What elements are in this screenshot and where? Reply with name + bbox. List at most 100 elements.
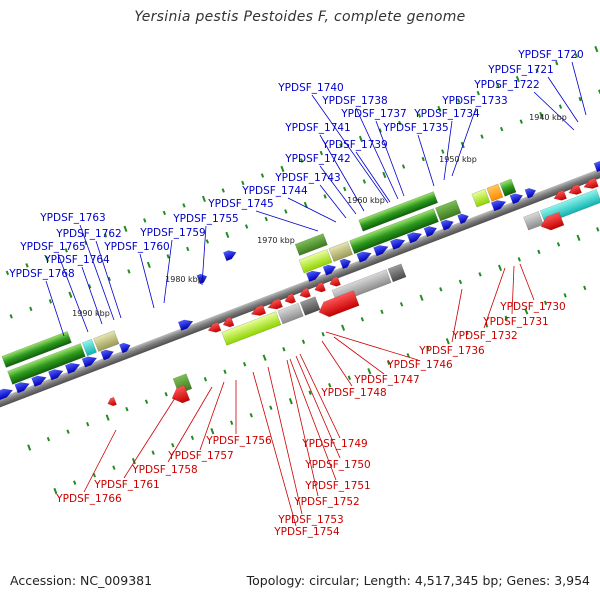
- forward-gene-label[interactable]: YPDSF_1735: [382, 122, 449, 134]
- reverse-gene-label[interactable]: YPDSF_1756: [205, 435, 272, 447]
- reverse-gene-label[interactable]: YPDSF_1758: [131, 464, 198, 476]
- forward-gene-label[interactable]: YPDSF_1742: [284, 153, 351, 165]
- reverse-gene-label[interactable]: YPDSF_1751: [304, 480, 371, 492]
- tick-mark: [308, 390, 312, 395]
- forward-gene-label[interactable]: YPDSF_1738: [321, 95, 388, 107]
- tick-mark: [362, 179, 366, 184]
- forward-gene-arrow: [0, 388, 14, 405]
- tick-mark: [555, 60, 559, 66]
- forward-leader-line: [355, 151, 391, 203]
- forward-gene-label[interactable]: YPDSF_1745: [207, 198, 274, 210]
- forward-leader-line: [451, 107, 477, 177]
- forward-gene-label[interactable]: YPDSF_1760: [103, 241, 170, 253]
- tick-mark: [182, 203, 186, 208]
- reverse-leader-line: [199, 381, 225, 451]
- tick-mark: [260, 173, 265, 178]
- gene-labels: YPDSF_1720 YPDSF_1721 YPDSF_1722 YPDSF_1733…: [8, 49, 584, 538]
- reverse-gene-arrow: [207, 321, 222, 333]
- reverse-gene-label[interactable]: YPDSF_1757: [167, 450, 234, 462]
- forward-leader-line: [547, 76, 579, 123]
- forward-gene-arrow: [31, 375, 47, 387]
- forward-gene-label[interactable]: YPDSF_1740: [277, 82, 344, 94]
- forward-gene-label[interactable]: YPDSF_1744: [241, 185, 308, 197]
- forward-gene-arrow: [100, 349, 114, 361]
- reverse-gene-label[interactable]: YPDSF_1746: [386, 359, 453, 371]
- tick-mark: [162, 210, 167, 216]
- forward-leader-line: [95, 240, 122, 319]
- tick-mark: [558, 104, 563, 109]
- forward-gene-label[interactable]: YPDSF_1737: [340, 108, 407, 120]
- reverse-gene-label[interactable]: YPDSF_1731: [482, 316, 549, 328]
- tick-mark: [504, 315, 508, 321]
- tick-mark: [399, 302, 404, 307]
- reverse-gene-label[interactable]: YPDSF_1766: [55, 493, 122, 505]
- tick-mark: [543, 300, 548, 306]
- tick-mark: [284, 209, 288, 214]
- reverse-leader-line: [295, 355, 341, 459]
- tick-mark: [146, 261, 151, 269]
- forward-gene-label[interactable]: YPDSF_1764: [43, 254, 110, 266]
- reverse-leader-line: [519, 263, 535, 301]
- reverse-gene-arrow: [250, 304, 267, 316]
- forward-gene-label[interactable]: YPDSF_1763: [39, 212, 106, 224]
- scale-label: 1980 kbp: [165, 275, 203, 284]
- tick-mark: [171, 442, 175, 448]
- reverse-gene-label[interactable]: YPDSF_1761: [93, 479, 160, 491]
- reverse-gene-label[interactable]: YPDSF_1747: [353, 374, 420, 386]
- forward-gene-label[interactable]: YPDSF_1743: [274, 172, 341, 184]
- reverse-gene-label[interactable]: YPDSF_1748: [320, 387, 387, 399]
- tick-mark: [73, 480, 77, 485]
- tick-mark: [519, 119, 523, 124]
- forward-gene-arrow: [64, 362, 81, 375]
- reverse-gene-label[interactable]: YPDSF_1754: [273, 526, 340, 538]
- tick-mark: [498, 264, 503, 271]
- reverse-gene-label[interactable]: YPDSF_1732: [451, 330, 518, 342]
- forward-gene-label[interactable]: YPDSF_1734: [413, 108, 480, 120]
- forward-gene-label[interactable]: YPDSF_1739: [321, 139, 388, 151]
- forward-gene-label[interactable]: YPDSF_1722: [473, 79, 540, 91]
- reverse-gene-label[interactable]: YPDSF_1753: [277, 514, 344, 526]
- gene-feature-box: [499, 178, 517, 197]
- tick-mark: [594, 45, 599, 53]
- forward-gene-label[interactable]: YPDSF_1755: [172, 213, 239, 225]
- reverse-gene-label[interactable]: YPDSF_1730: [499, 301, 566, 313]
- forward-leader-line: [319, 165, 357, 215]
- forward-leader-line: [375, 120, 405, 197]
- tick-mark: [123, 225, 128, 233]
- tick-mark: [439, 287, 443, 292]
- tick-mark: [164, 391, 168, 397]
- gene-feature-box: [435, 199, 462, 222]
- forward-gene-label[interactable]: YPDSF_1720: [517, 49, 584, 61]
- forward-gene-arrow: [177, 319, 194, 331]
- tick-mark: [125, 406, 129, 412]
- reverse-gene-label[interactable]: YPDSF_1749: [301, 438, 368, 450]
- tick-mark: [517, 257, 521, 262]
- forward-gene-label[interactable]: YPDSF_1721: [487, 64, 554, 76]
- tick-mark: [419, 294, 424, 301]
- forward-gene-label[interactable]: YPDSF_1765: [19, 241, 86, 253]
- reverse-gene-label[interactable]: YPDSF_1750: [304, 459, 371, 471]
- forward-leader-line: [533, 91, 575, 131]
- reverse-gene-label[interactable]: YPDSF_1736: [418, 345, 485, 357]
- forward-gene-label[interactable]: YPDSF_1741: [284, 122, 351, 134]
- reverse-leader-line: [123, 397, 176, 479]
- forward-gene-label[interactable]: YPDSF_1759: [139, 227, 206, 239]
- tick-mark: [280, 165, 285, 173]
- tick-mark: [223, 369, 227, 374]
- tick-mark: [323, 194, 327, 199]
- tick-mark: [515, 75, 520, 83]
- reverse-leader-line: [286, 359, 319, 497]
- reverse-gene-label[interactable]: YPDSF_1752: [293, 496, 360, 508]
- tick-mark: [339, 143, 343, 148]
- scale-label: 1960 kbp: [347, 196, 385, 205]
- forward-gene-label[interactable]: YPDSF_1768: [8, 268, 75, 280]
- tick-mark: [321, 332, 325, 337]
- tick-mark: [68, 291, 73, 298]
- map-title: Yersinia pestis Pestoides F, complete ge…: [134, 9, 466, 25]
- reverse-gene-arrow: [107, 396, 117, 407]
- forward-gene-label[interactable]: YPDSF_1762: [55, 228, 122, 240]
- forward-leader-line: [79, 224, 115, 321]
- forward-gene-label[interactable]: YPDSF_1733: [441, 95, 508, 107]
- tick-mark: [386, 360, 391, 366]
